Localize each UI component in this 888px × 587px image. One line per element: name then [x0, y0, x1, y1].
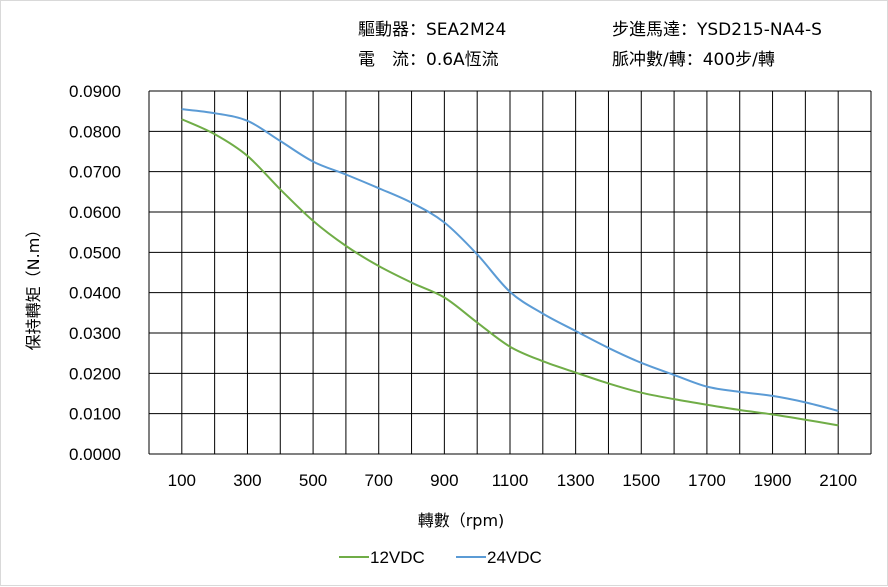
x-tick-label: 2100	[819, 471, 857, 490]
pulse-label: 脈冲數/轉：400步/轉	[612, 50, 775, 70]
y-tick-label: 0.0700	[69, 163, 121, 182]
y-tick-label: 0.0800	[69, 122, 121, 141]
y-axis-label: 保持轉矩（N.m）	[24, 222, 43, 351]
x-tick-label: 700	[365, 471, 393, 490]
x-tick-label: 100	[168, 471, 196, 490]
legend-label-24vdc: 24VDC	[487, 548, 542, 567]
y-tick-label: 0.0100	[69, 405, 121, 424]
current-label: 電 流：0.6A恆流	[358, 50, 499, 70]
x-tick-label: 1300	[557, 471, 595, 490]
legend-label-12vdc: 12VDC	[370, 548, 425, 567]
x-tick-label: 900	[430, 471, 458, 490]
series-line-24vdc	[181, 108, 839, 412]
y-tick-label: 0.0000	[69, 445, 121, 464]
y-tick-label: 0.0900	[69, 82, 121, 101]
x-tick-label: 1500	[622, 471, 660, 490]
y-tick-label: 0.0400	[69, 284, 121, 303]
driver-label: 驅動器：SEA2M24	[358, 20, 507, 40]
x-axis-label: 轉數（rpm)	[418, 511, 505, 530]
series-line-12vdc	[181, 118, 839, 427]
y-tick-label: 0.0600	[69, 203, 121, 222]
motor-label: 步進馬達：YSD215-NA4-S	[612, 20, 822, 40]
x-tick-label: 500	[299, 471, 327, 490]
y-tick-label: 0.0300	[69, 324, 121, 343]
x-tick-label: 300	[233, 471, 261, 490]
x-tick-label: 1900	[754, 471, 792, 490]
x-tick-label: 1100	[492, 471, 529, 490]
x-tick-label: 1700	[688, 471, 726, 490]
y-tick-label: 0.0500	[69, 243, 121, 262]
y-tick-label: 0.0200	[69, 364, 121, 383]
